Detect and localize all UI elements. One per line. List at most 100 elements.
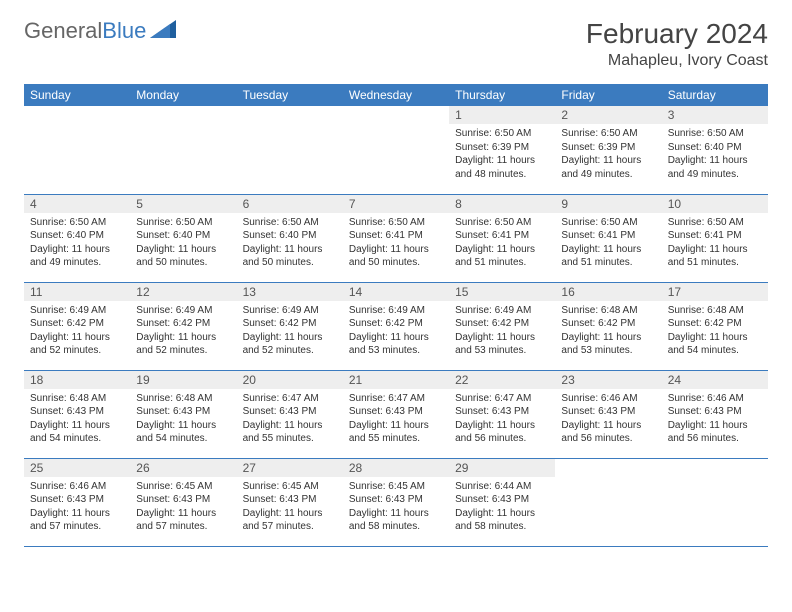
daylight-line: Daylight: 11 hours and 53 minutes. — [561, 331, 655, 358]
day-details: Sunrise: 6:48 AMSunset: 6:42 PMDaylight:… — [662, 301, 768, 364]
calendar-day-cell: 10Sunrise: 6:50 AMSunset: 6:41 PMDayligh… — [662, 194, 768, 282]
calendar-day-cell: 5Sunrise: 6:50 AMSunset: 6:40 PMDaylight… — [130, 194, 236, 282]
calendar-day-cell: 22Sunrise: 6:47 AMSunset: 6:43 PMDayligh… — [449, 370, 555, 458]
day-number: 19 — [130, 371, 236, 389]
calendar-day-cell: 6Sunrise: 6:50 AMSunset: 6:40 PMDaylight… — [237, 194, 343, 282]
sunrise-line: Sunrise: 6:49 AM — [243, 304, 337, 318]
sunset-line: Sunset: 6:43 PM — [136, 405, 230, 419]
daylight-line: Daylight: 11 hours and 56 minutes. — [561, 419, 655, 446]
sunset-line: Sunset: 6:40 PM — [668, 141, 762, 155]
calendar-day-cell: 11Sunrise: 6:49 AMSunset: 6:42 PMDayligh… — [24, 282, 130, 370]
calendar-day-cell: 13Sunrise: 6:49 AMSunset: 6:42 PMDayligh… — [237, 282, 343, 370]
calendar-week-row: 25Sunrise: 6:46 AMSunset: 6:43 PMDayligh… — [24, 458, 768, 546]
sunset-line: Sunset: 6:43 PM — [455, 493, 549, 507]
day-number-empty — [237, 106, 343, 124]
calendar-week-row: 18Sunrise: 6:48 AMSunset: 6:43 PMDayligh… — [24, 370, 768, 458]
day-details: Sunrise: 6:50 AMSunset: 6:41 PMDaylight:… — [343, 213, 449, 276]
logo-triangle-icon — [150, 18, 176, 44]
calendar-day-cell: 1Sunrise: 6:50 AMSunset: 6:39 PMDaylight… — [449, 106, 555, 194]
sunset-line: Sunset: 6:41 PM — [455, 229, 549, 243]
day-details: Sunrise: 6:47 AMSunset: 6:43 PMDaylight:… — [237, 389, 343, 452]
calendar-day-cell — [237, 106, 343, 194]
day-details: Sunrise: 6:50 AMSunset: 6:40 PMDaylight:… — [24, 213, 130, 276]
weekday-header: Thursday — [449, 84, 555, 106]
sunset-line: Sunset: 6:43 PM — [30, 493, 124, 507]
day-details: Sunrise: 6:50 AMSunset: 6:41 PMDaylight:… — [555, 213, 661, 276]
sunrise-line: Sunrise: 6:45 AM — [243, 480, 337, 494]
daylight-line: Daylight: 11 hours and 52 minutes. — [243, 331, 337, 358]
sunrise-line: Sunrise: 6:50 AM — [561, 216, 655, 230]
sunset-line: Sunset: 6:42 PM — [243, 317, 337, 331]
calendar-day-cell: 25Sunrise: 6:46 AMSunset: 6:43 PMDayligh… — [24, 458, 130, 546]
daylight-line: Daylight: 11 hours and 58 minutes. — [349, 507, 443, 534]
sunset-line: Sunset: 6:42 PM — [668, 317, 762, 331]
sunrise-line: Sunrise: 6:49 AM — [349, 304, 443, 318]
daylight-line: Daylight: 11 hours and 51 minutes. — [455, 243, 549, 270]
day-details: Sunrise: 6:49 AMSunset: 6:42 PMDaylight:… — [130, 301, 236, 364]
day-number: 14 — [343, 283, 449, 301]
daylight-line: Daylight: 11 hours and 57 minutes. — [136, 507, 230, 534]
logo: GeneralBlue — [24, 18, 176, 44]
calendar-header-row: SundayMondayTuesdayWednesdayThursdayFrid… — [24, 84, 768, 106]
day-number: 6 — [237, 195, 343, 213]
sunrise-line: Sunrise: 6:47 AM — [455, 392, 549, 406]
sunrise-line: Sunrise: 6:47 AM — [243, 392, 337, 406]
day-number: 24 — [662, 371, 768, 389]
day-details: Sunrise: 6:49 AMSunset: 6:42 PMDaylight:… — [24, 301, 130, 364]
day-number: 1 — [449, 106, 555, 124]
sunset-line: Sunset: 6:41 PM — [668, 229, 762, 243]
calendar-day-cell — [555, 458, 661, 546]
day-details: Sunrise: 6:50 AMSunset: 6:39 PMDaylight:… — [449, 124, 555, 187]
sunset-line: Sunset: 6:39 PM — [455, 141, 549, 155]
sunrise-line: Sunrise: 6:48 AM — [136, 392, 230, 406]
sunset-line: Sunset: 6:42 PM — [455, 317, 549, 331]
day-number: 13 — [237, 283, 343, 301]
calendar-day-cell: 23Sunrise: 6:46 AMSunset: 6:43 PMDayligh… — [555, 370, 661, 458]
daylight-line: Daylight: 11 hours and 58 minutes. — [455, 507, 549, 534]
sunrise-line: Sunrise: 6:50 AM — [668, 127, 762, 141]
calendar-day-cell — [24, 106, 130, 194]
calendar-day-cell: 8Sunrise: 6:50 AMSunset: 6:41 PMDaylight… — [449, 194, 555, 282]
sunrise-line: Sunrise: 6:50 AM — [455, 127, 549, 141]
day-details: Sunrise: 6:50 AMSunset: 6:41 PMDaylight:… — [449, 213, 555, 276]
daylight-line: Daylight: 11 hours and 57 minutes. — [243, 507, 337, 534]
sunset-line: Sunset: 6:41 PM — [349, 229, 443, 243]
sunset-line: Sunset: 6:42 PM — [30, 317, 124, 331]
calendar-day-cell: 24Sunrise: 6:46 AMSunset: 6:43 PMDayligh… — [662, 370, 768, 458]
day-details: Sunrise: 6:45 AMSunset: 6:43 PMDaylight:… — [343, 477, 449, 540]
day-number-empty — [24, 106, 130, 124]
daylight-line: Daylight: 11 hours and 49 minutes. — [668, 154, 762, 181]
weekday-header: Tuesday — [237, 84, 343, 106]
day-number: 12 — [130, 283, 236, 301]
day-details: Sunrise: 6:49 AMSunset: 6:42 PMDaylight:… — [237, 301, 343, 364]
logo-text-1: General — [24, 18, 102, 44]
daylight-line: Daylight: 11 hours and 53 minutes. — [349, 331, 443, 358]
daylight-line: Daylight: 11 hours and 49 minutes. — [30, 243, 124, 270]
day-details: Sunrise: 6:46 AMSunset: 6:43 PMDaylight:… — [555, 389, 661, 452]
calendar-day-cell: 15Sunrise: 6:49 AMSunset: 6:42 PMDayligh… — [449, 282, 555, 370]
calendar-day-cell: 16Sunrise: 6:48 AMSunset: 6:42 PMDayligh… — [555, 282, 661, 370]
calendar-day-cell: 20Sunrise: 6:47 AMSunset: 6:43 PMDayligh… — [237, 370, 343, 458]
day-number: 26 — [130, 459, 236, 477]
day-details: Sunrise: 6:50 AMSunset: 6:39 PMDaylight:… — [555, 124, 661, 187]
day-number: 15 — [449, 283, 555, 301]
day-number: 4 — [24, 195, 130, 213]
day-number: 17 — [662, 283, 768, 301]
sunrise-line: Sunrise: 6:45 AM — [349, 480, 443, 494]
sunset-line: Sunset: 6:43 PM — [243, 493, 337, 507]
sunset-line: Sunset: 6:43 PM — [561, 405, 655, 419]
sunrise-line: Sunrise: 6:50 AM — [30, 216, 124, 230]
day-details: Sunrise: 6:44 AMSunset: 6:43 PMDaylight:… — [449, 477, 555, 540]
sunrise-line: Sunrise: 6:49 AM — [136, 304, 230, 318]
sunrise-line: Sunrise: 6:45 AM — [136, 480, 230, 494]
daylight-line: Daylight: 11 hours and 55 minutes. — [349, 419, 443, 446]
day-details: Sunrise: 6:49 AMSunset: 6:42 PMDaylight:… — [343, 301, 449, 364]
sunset-line: Sunset: 6:40 PM — [30, 229, 124, 243]
calendar-table: SundayMondayTuesdayWednesdayThursdayFrid… — [24, 84, 768, 547]
daylight-line: Daylight: 11 hours and 53 minutes. — [455, 331, 549, 358]
day-details: Sunrise: 6:48 AMSunset: 6:43 PMDaylight:… — [24, 389, 130, 452]
sunset-line: Sunset: 6:40 PM — [136, 229, 230, 243]
sunrise-line: Sunrise: 6:46 AM — [668, 392, 762, 406]
calendar-day-cell — [130, 106, 236, 194]
day-details: Sunrise: 6:47 AMSunset: 6:43 PMDaylight:… — [449, 389, 555, 452]
